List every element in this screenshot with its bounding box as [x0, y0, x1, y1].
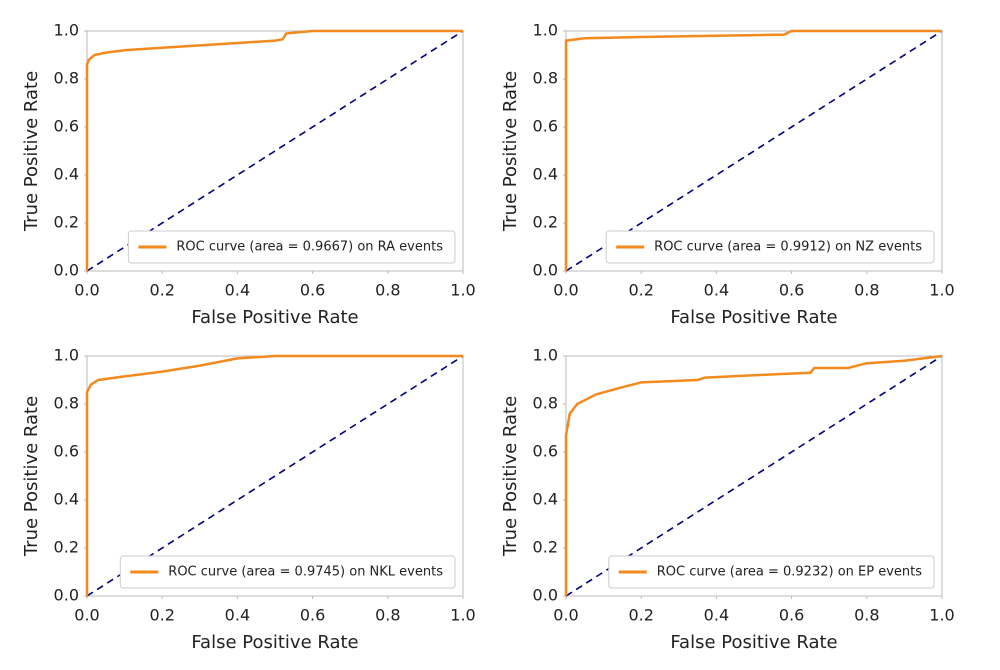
x-tick-label: 0.2 — [628, 606, 653, 625]
x-axis-label: False Positive Rate — [191, 632, 358, 653]
y-axis-label: True Positive Rate — [500, 71, 521, 232]
x-tick-label: 1.0 — [450, 606, 475, 625]
x-tick-label: 1.0 — [929, 281, 954, 300]
x-tick-label: 0.6 — [300, 606, 325, 625]
y-tick-label: 0.8 — [533, 394, 558, 413]
y-tick-label: 0.8 — [533, 69, 558, 88]
y-axis-label: True Positive Rate — [21, 396, 42, 557]
legend-box — [605, 230, 935, 264]
x-axis-label: False Positive Rate — [670, 307, 837, 328]
legend-box — [608, 555, 935, 589]
y-tick-label: 0.2 — [54, 213, 79, 232]
x-tick-label: 0.8 — [375, 606, 400, 625]
legend: ROC curve (area = 0.9745) on NKL events — [119, 555, 456, 589]
y-tick-label: 0.2 — [54, 538, 79, 557]
x-axis-label: False Positive Rate — [191, 307, 358, 328]
legend-label: ROC curve (area = 0.9745) on NKL events — [168, 565, 443, 580]
x-tick-label: 0.4 — [225, 281, 250, 300]
legend-label: ROC curve (area = 0.9667) on RA events — [176, 240, 443, 255]
y-tick-label: 0.0 — [533, 261, 558, 280]
subplot: 0.0 0.2 0.4 0.6 0.8 1.0 0.0 0.2 0.4 0.6 0.8 1.0 Fals… — [500, 346, 955, 654]
y-tick-label: 0.0 — [533, 586, 558, 605]
y-tick-label: 0.6 — [533, 117, 558, 136]
x-tick-label: 0.4 — [225, 606, 250, 625]
y-tick-label: 0.6 — [54, 117, 79, 136]
x-tick-label: 0.8 — [854, 606, 879, 625]
x-tick-label: 0.6 — [779, 281, 804, 300]
x-tick-label: 0.2 — [149, 606, 174, 625]
y-tick-label: 0.6 — [54, 442, 79, 461]
y-tick-label: 1.0 — [533, 346, 558, 365]
x-tick-label: 0.8 — [375, 281, 400, 300]
x-tick-label: 0.6 — [779, 606, 804, 625]
subplot: 0.0 0.2 0.4 0.6 0.8 1.0 0.0 0.2 0.4 0.6 0.8 1.0 Fals… — [21, 21, 476, 329]
roc-curve — [564, 354, 943, 596]
legend-box — [127, 230, 456, 264]
x-tick-label: 0.0 — [553, 606, 578, 625]
legend: ROC curve (area = 0.9232) on EP events — [608, 555, 935, 589]
legend-label: ROC curve (area = 0.9232) on EP events — [657, 565, 922, 580]
x-tick-label: 0.0 — [74, 606, 99, 625]
y-tick-label: 0.8 — [54, 394, 79, 413]
y-axis-label: True Positive Rate — [500, 396, 521, 557]
x-tick-label: 1.0 — [450, 281, 475, 300]
legend: ROC curve (area = 0.9667) on RA events — [127, 230, 456, 264]
y-tick-label: 0.6 — [533, 442, 558, 461]
roc-curve — [85, 29, 463, 271]
x-tick-label: 0.2 — [149, 281, 174, 300]
legend-box — [119, 555, 456, 589]
roc-curve — [85, 354, 463, 596]
x-tick-label: 0.0 — [74, 281, 99, 300]
roc-curve — [564, 29, 942, 271]
legend: ROC curve (area = 0.9912) on NZ events — [605, 230, 935, 264]
y-tick-label: 0.4 — [54, 165, 79, 184]
x-tick-label: 0.6 — [300, 281, 325, 300]
y-tick-label: 1.0 — [54, 21, 79, 40]
y-tick-label: 1.0 — [54, 346, 79, 365]
y-axis-label: True Positive Rate — [21, 71, 42, 232]
y-tick-label: 0.4 — [54, 490, 79, 509]
x-tick-label: 0.4 — [704, 281, 729, 300]
x-tick-label: 0.4 — [704, 606, 729, 625]
subplot: 0.0 0.2 0.4 0.6 0.8 1.0 0.0 0.2 0.4 0.6 0.8 1.0 Fals… — [500, 21, 955, 329]
y-tick-label: 0.2 — [533, 538, 558, 557]
x-tick-label: 1.0 — [929, 606, 954, 625]
y-tick-label: 0.4 — [533, 490, 558, 509]
y-tick-label: 0.8 — [54, 69, 79, 88]
y-tick-label: 0.0 — [54, 261, 79, 280]
legend-label: ROC curve (area = 0.9912) on NZ events — [654, 240, 922, 255]
y-tick-label: 0.2 — [533, 213, 558, 232]
x-tick-label: 0.0 — [553, 281, 578, 300]
y-tick-label: 1.0 — [533, 21, 558, 40]
y-tick-label: 0.0 — [54, 586, 79, 605]
x-axis-label: False Positive Rate — [670, 632, 837, 653]
subplot: 0.0 0.2 0.4 0.6 0.8 1.0 0.0 0.2 0.4 0.6 0.8 1.0 Fals… — [21, 346, 476, 654]
x-tick-label: 0.2 — [628, 281, 653, 300]
y-tick-label: 0.4 — [533, 165, 558, 184]
x-tick-label: 0.8 — [854, 281, 879, 300]
